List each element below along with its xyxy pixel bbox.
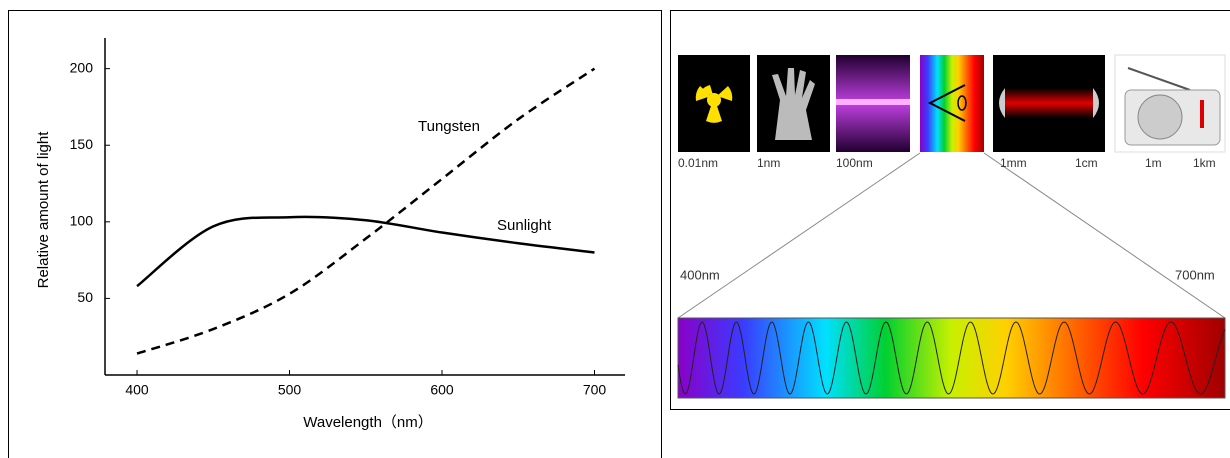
page: Wavelength（nm） Relative amount of light [0, 0, 1230, 458]
y-axis-title: Relative amount of light [35, 131, 52, 289]
scale-label: 0.01nm [678, 156, 718, 170]
y-tick-label: 200 [70, 59, 94, 75]
chart-frame [9, 11, 662, 458]
scale-label: 100nm [836, 156, 873, 170]
y-tick-label: 150 [70, 136, 94, 152]
y-tick-label: 100 [70, 213, 94, 229]
y-tick-label: 50 [77, 289, 93, 305]
scale-label: 1cm [1075, 156, 1098, 170]
canvas: Wavelength（nm） Relative amount of light [0, 0, 1230, 458]
range-end-label: 700nm [1175, 267, 1215, 282]
range-start-label: 400nm [680, 267, 720, 282]
series-line [137, 69, 594, 354]
x-axis-title: Wavelength（nm） [303, 414, 433, 431]
scale-label: 1mm [1000, 156, 1027, 170]
scale-label: 1nm [757, 156, 780, 170]
x-tick-label: 600 [430, 382, 454, 398]
series-label: Sunlight [497, 217, 552, 234]
scale-label: 1m [1145, 156, 1162, 170]
x-tick-label: 700 [583, 382, 607, 398]
x-tick-label: 500 [278, 382, 302, 398]
series-label: Tungsten [418, 118, 480, 135]
icons [678, 55, 1225, 398]
x-tick-label: 400 [125, 382, 149, 398]
scale-label: 1km [1193, 156, 1216, 170]
